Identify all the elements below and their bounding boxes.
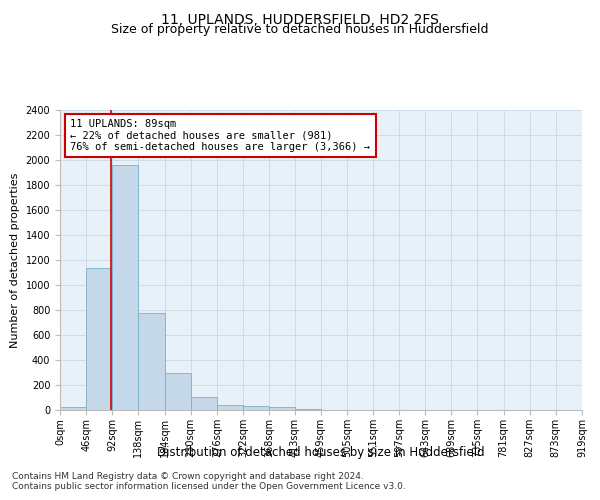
Bar	[217, 405, 243, 410]
Text: Distribution of detached houses by size in Huddersfield: Distribution of detached houses by size …	[157, 446, 485, 459]
Text: Size of property relative to detached houses in Huddersfield: Size of property relative to detached ho…	[111, 22, 489, 36]
Bar	[191, 397, 217, 410]
Bar	[139, 312, 164, 410]
Bar	[269, 407, 295, 410]
Bar	[86, 268, 112, 410]
Text: 11 UPLANDS: 89sqm
← 22% of detached houses are smaller (981)
76% of semi-detache: 11 UPLANDS: 89sqm ← 22% of detached hous…	[70, 119, 370, 152]
Text: Contains HM Land Registry data © Crown copyright and database right 2024.: Contains HM Land Registry data © Crown c…	[12, 472, 364, 481]
Bar	[243, 406, 269, 410]
Bar	[60, 407, 86, 410]
Bar	[112, 165, 139, 410]
Bar	[164, 372, 191, 410]
Y-axis label: Number of detached properties: Number of detached properties	[10, 172, 20, 348]
Text: Contains public sector information licensed under the Open Government Licence v3: Contains public sector information licen…	[12, 482, 406, 491]
Text: 11, UPLANDS, HUDDERSFIELD, HD2 2FS: 11, UPLANDS, HUDDERSFIELD, HD2 2FS	[161, 12, 439, 26]
